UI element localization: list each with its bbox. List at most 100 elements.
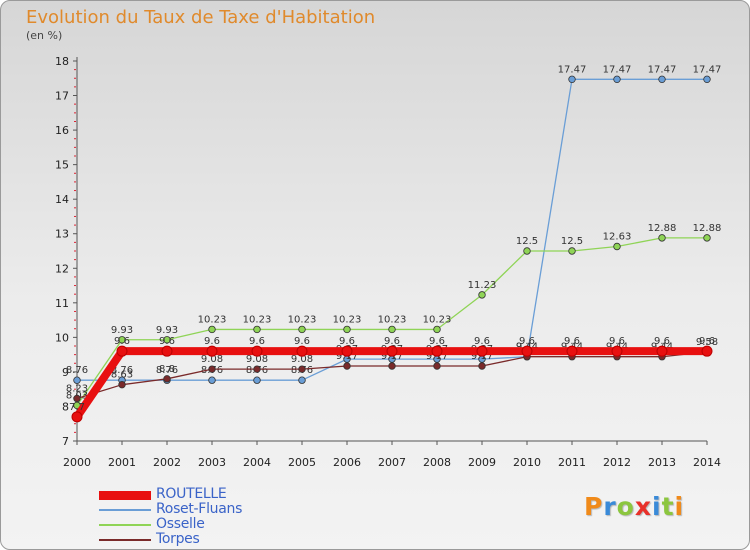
legend-label: ROUTELLE [156,486,227,502]
data-label: 9.58 [696,337,718,348]
data-label: 12.88 [648,223,677,234]
data-point [341,345,353,357]
data-label: 8.76 [66,365,88,376]
data-point [73,376,81,384]
data-label: 9.08 [291,354,313,365]
data-label: 9.6 [429,336,445,347]
legend-item: Osselle [99,517,319,532]
data-label: 11.23 [468,280,497,291]
y-tick-label: 10 [55,331,69,344]
data-point [703,234,711,242]
x-tick-label: 2012 [603,456,631,469]
data-point [298,376,306,384]
data-label: 8.76 [111,365,133,376]
data-point [163,336,171,344]
data-label: 9.6 [519,336,535,347]
x-tick-label: 2013 [648,456,676,469]
data-point [388,362,396,370]
y-tick-label: 11 [55,297,69,310]
data-point [388,325,396,334]
data-point [206,345,218,357]
data-label: 9.6 [294,336,310,347]
logo-letter: x [634,492,652,521]
data-label: 9.6 [204,336,220,347]
data-label: 17.47 [603,64,632,75]
data-point [163,375,171,383]
data-point [116,345,128,357]
legend-item: ROUTELLE [99,487,319,502]
data-label: 9.6 [159,336,175,347]
x-tick-label: 2007 [378,456,406,469]
x-tick-label: 2002 [153,456,181,469]
x-tick-label: 2001 [108,456,136,469]
data-point [566,345,578,357]
logo-letter: i [674,492,685,521]
data-label: 12.5 [561,236,583,247]
y-tick-label: 14 [55,193,69,206]
data-point [478,362,486,370]
data-label: 9.6 [699,336,715,347]
data-label: 17.47 [648,64,677,75]
data-label: 9.93 [156,325,178,336]
x-tick-label: 2003 [198,456,226,469]
logo-letter: t [661,492,675,521]
data-label: 8.63 [111,370,133,381]
legend-swatch [99,490,151,500]
data-point [613,75,621,84]
logo-letter: o [616,492,635,521]
x-tick-label: 2010 [513,456,541,469]
data-point [613,242,621,251]
proxiti-logo: Proxiti [584,492,684,521]
data-label: 9.93 [111,325,133,336]
data-label: 9.08 [201,354,223,365]
series-osselle: 8.039.939.9310.2310.2310.2310.2310.2310.… [66,223,721,410]
legend-swatch [99,539,151,541]
data-point [298,325,306,334]
y-tick-label: 7 [62,435,69,448]
data-label: 9.6 [564,336,580,347]
data-point [478,291,486,299]
logo-letter: r [603,492,617,521]
data-point [118,380,126,389]
data-point [253,365,261,373]
data-point [656,345,668,357]
y-tick-label: 9 [62,366,69,379]
data-point [476,345,488,357]
data-label: 7.7 [69,402,85,413]
x-tick-label: 2005 [288,456,316,469]
data-label: 10.23 [288,314,317,325]
data-label: 17.47 [558,64,587,75]
data-label: 10.23 [423,314,452,325]
data-point [118,336,126,344]
data-point [208,325,216,334]
data-point [568,75,576,84]
data-label: 10.23 [198,314,227,325]
legend-swatch [99,509,151,511]
data-label: 9.6 [249,336,265,347]
legend-label: Torpes [156,531,200,547]
data-label: 9.08 [246,354,268,365]
chart-subtitle: (en %) [26,29,63,42]
x-tick-label: 2014 [693,456,721,469]
legend-item: Torpes [99,532,319,547]
data-point [253,376,261,384]
data-point [343,362,351,370]
data-point [71,411,83,423]
data-label: 9.6 [339,336,355,347]
data-point [658,234,666,242]
data-point [343,325,351,334]
y-tick-label: 17 [55,90,69,103]
chart-title: Evolution du Taux de Taxe d'Habitation [26,7,376,28]
data-label: 9.6 [474,336,490,347]
data-point [431,345,443,357]
legend: ROUTELLE Roset-Fluans Osselle Torpes [99,487,319,547]
data-label: 12.63 [603,232,632,243]
x-tick-label: 2004 [243,456,271,469]
data-point [208,365,216,373]
logo-letter: i [652,492,662,521]
legend-item: Roset-Fluans [99,502,319,517]
series-routelle: 7.79.6 9.6 9.6 9.6 9.6 9.6 9.6 9.6 9.6 9.6 9.6 9.6 9… [69,336,715,423]
data-point [296,345,308,357]
